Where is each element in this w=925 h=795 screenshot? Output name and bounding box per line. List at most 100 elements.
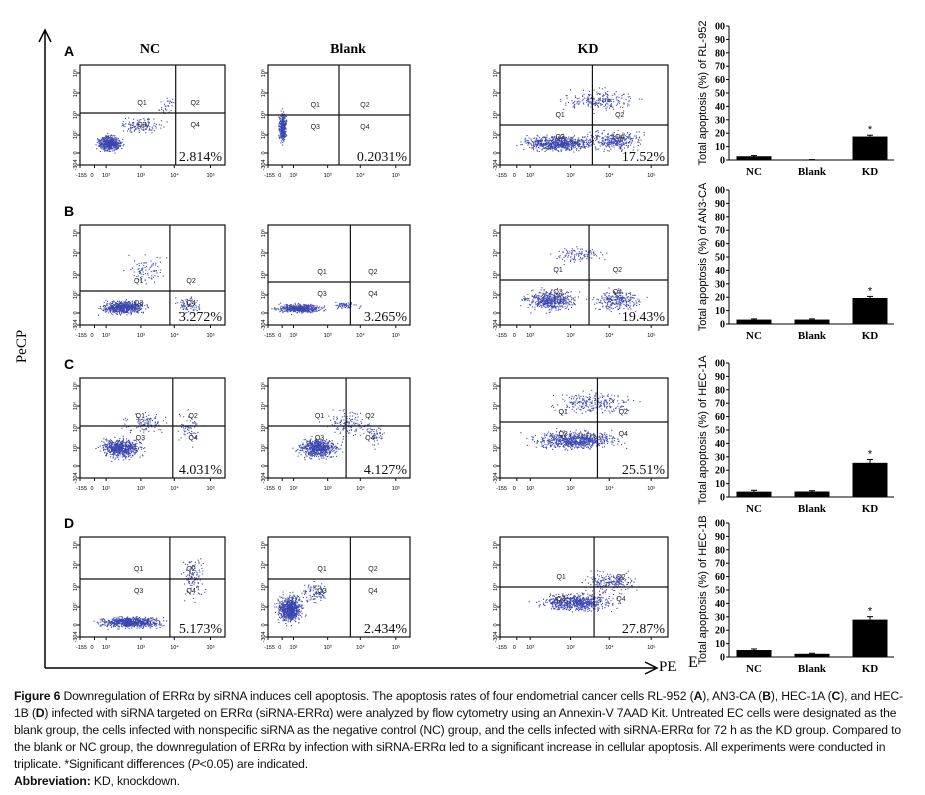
event-dot — [147, 307, 149, 309]
event-dot — [537, 295, 539, 297]
event-dot — [120, 306, 122, 308]
event-dot — [542, 297, 544, 299]
event-dot — [544, 138, 546, 141]
event-dot — [151, 265, 153, 267]
event-dot — [122, 311, 124, 313]
event-dot — [572, 144, 574, 146]
event-dot — [539, 143, 541, 145]
event-dot — [550, 145, 552, 147]
event-dot — [550, 304, 552, 306]
event-dot — [589, 145, 591, 147]
event-dot — [562, 306, 564, 308]
event-dot — [617, 142, 619, 144]
event-dot — [569, 144, 571, 146]
event-dot — [291, 306, 293, 308]
event-dot — [615, 97, 617, 99]
event-dot — [140, 446, 142, 448]
quadrant-label-q4: Q4 — [615, 134, 624, 141]
event-dot — [164, 108, 167, 110]
event-dot — [532, 289, 534, 291]
event-dot — [548, 142, 550, 144]
x-tick-label: 10³ — [324, 333, 332, 339]
event-dot — [304, 309, 306, 311]
event-dot — [312, 308, 314, 310]
event-dot — [126, 305, 128, 307]
event-dot — [604, 138, 606, 141]
event-dot — [547, 303, 549, 305]
event-dot — [577, 253, 579, 255]
event-dot — [183, 307, 185, 309]
event-dot — [114, 444, 116, 446]
event-dot — [524, 140, 526, 142]
event-dot — [124, 442, 126, 444]
event-dot — [137, 127, 139, 129]
event-dot — [124, 301, 126, 303]
event-dot — [155, 262, 157, 264]
event-dot — [138, 131, 140, 133]
event-dot — [541, 304, 543, 306]
event-dot — [603, 141, 605, 143]
event-dot — [611, 105, 613, 107]
event-dot — [108, 445, 110, 447]
x-tick-label: 10⁵ — [647, 332, 655, 339]
event-dot — [105, 142, 107, 144]
event-dot — [142, 439, 144, 441]
event-dot — [110, 146, 112, 148]
event-dot — [563, 138, 566, 140]
event-dot — [184, 305, 186, 307]
event-dot — [607, 100, 609, 102]
event-dot — [616, 304, 618, 306]
event-dot — [608, 301, 611, 303]
event-dot — [617, 308, 619, 310]
event-dot — [118, 141, 120, 143]
event-dot — [562, 137, 564, 139]
event-dot — [618, 139, 620, 141]
event-dot — [564, 306, 566, 308]
event-dot — [343, 303, 346, 305]
event-dot — [110, 308, 112, 310]
event-dot — [579, 145, 581, 147]
event-dot — [578, 103, 580, 105]
event-dot — [142, 273, 144, 276]
event-dot — [122, 302, 124, 304]
event-dot — [610, 103, 613, 105]
event-dot — [112, 311, 114, 313]
event-dot — [555, 148, 557, 150]
event-dot — [605, 98, 607, 100]
event-dot — [113, 142, 115, 144]
event-dot — [115, 146, 117, 148]
event-dot — [554, 295, 556, 297]
event-dot — [103, 144, 105, 146]
event-dot — [311, 307, 313, 309]
event-dot — [299, 307, 301, 309]
event-dot — [615, 296, 617, 298]
event-dot — [118, 309, 120, 311]
event-dot — [537, 143, 539, 145]
event-dot — [145, 123, 147, 125]
event-dot — [533, 300, 535, 302]
event-dot — [566, 143, 568, 146]
event-dot — [561, 147, 563, 149]
event-dot — [133, 451, 135, 453]
event-dot — [537, 140, 539, 142]
event-dot — [564, 297, 566, 300]
event-dot — [604, 93, 607, 95]
event-dot — [606, 296, 608, 298]
event-dot — [602, 140, 604, 142]
event-dot — [619, 148, 621, 150]
quadrant-label-q3: Q3 — [137, 122, 146, 129]
event-dot — [561, 303, 563, 305]
event-dot — [631, 139, 633, 141]
event-dot — [578, 137, 580, 139]
y-tick-label: 10⁵ — [492, 229, 499, 237]
event-dot — [280, 129, 282, 132]
event-dot — [341, 303, 343, 305]
event-dot — [114, 458, 116, 460]
event-dot — [534, 140, 536, 142]
event-dot — [545, 306, 547, 309]
event-dot — [567, 295, 570, 297]
event-dot — [117, 442, 119, 444]
event-dot — [155, 125, 157, 127]
quadrant-label-q1: Q1 — [137, 100, 146, 107]
event-dot — [121, 446, 123, 448]
